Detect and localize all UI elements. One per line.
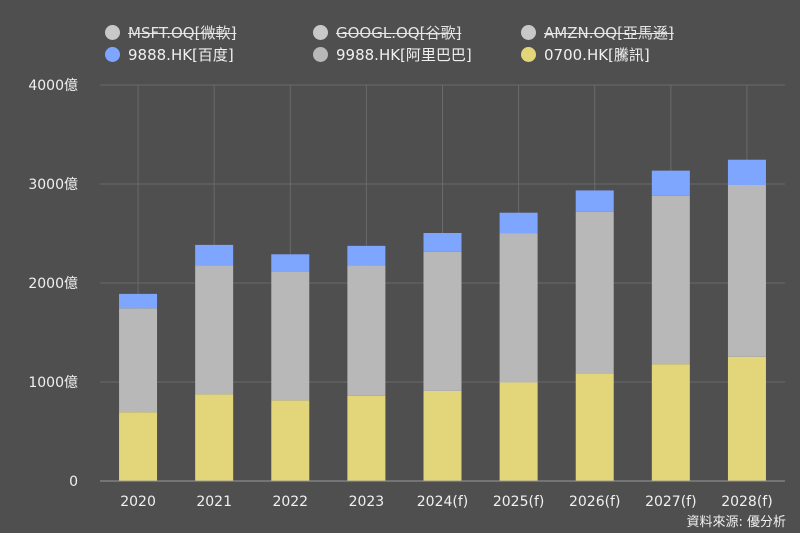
bar-segment [575,190,614,212]
x-tick-label: 2025(f) [493,494,544,510]
bar-segment [119,308,158,413]
bar-segment [423,390,462,481]
bar-segment [727,184,766,357]
legend-label: 9988.HK[阿里巴巴] [336,46,472,64]
bar-segment [423,233,462,252]
bar-segment [727,356,766,481]
bar-segment [499,212,538,234]
bar-segment [119,412,158,481]
legend-label: MSFT.OQ[微軟] [128,24,237,42]
bar-segment [271,271,310,401]
bar-segment [651,195,690,365]
bar-segment [499,382,538,481]
legend-label: 9888.HK[百度] [128,46,234,64]
bar-segment [575,373,614,481]
source-note: 資料來源: 優分析 [686,515,786,530]
bar-segment [347,395,386,481]
legend-marker [105,47,120,62]
bar-segment [651,170,690,196]
x-tick-label: 2024(f) [417,494,468,510]
legend-marker [313,25,328,40]
bar-segment [195,265,234,395]
x-tick-label: 2021 [196,494,232,510]
bar-segment [195,244,234,266]
x-tick-label: 2027(f) [645,494,696,510]
legend-label: 0700.HK[騰訊] [544,46,650,64]
y-tick-label: 0 [69,474,78,490]
legend-item[interactable]: AMZN.OQ[亞馬遜] [521,22,674,43]
bar-segment [195,394,234,481]
bar-segment [347,265,386,396]
x-tick-label: 2022 [272,494,308,510]
bar-segment [271,254,310,272]
x-tick-label: 2023 [349,494,385,510]
x-tick-label: 2020 [120,494,156,510]
bar-segment [575,211,614,374]
legend-marker [105,25,120,40]
legend-item[interactable]: 9988.HK[阿里巴巴] [313,44,472,65]
bar-segment [651,364,690,481]
x-tick-label: 2028(f) [721,494,772,510]
bar-segment [727,159,766,185]
bar-segment [423,251,462,391]
legend-marker [313,47,328,62]
legend-label: GOOGL.OQ[谷歌] [336,24,462,42]
y-tick-label: 3000億 [28,177,78,193]
x-tick-label: 2026(f) [569,494,620,510]
bar-segment [271,400,310,481]
y-tick-label: 2000億 [28,276,78,292]
legend-marker [521,47,536,62]
bar-segment [119,293,158,309]
bar-segment [347,245,386,266]
y-tick-label: 4000億 [28,78,78,94]
legend-item[interactable]: GOOGL.OQ[谷歌] [313,22,461,43]
legend-marker [521,25,536,40]
legend-label: AMZN.OQ[亞馬遜] [544,24,674,42]
legend-item[interactable]: 9888.HK[百度] [105,44,234,65]
legend-item[interactable]: 0700.HK[騰訊] [521,44,650,65]
legend-item[interactable]: MSFT.OQ[微軟] [105,22,236,43]
bar-segment [499,233,538,383]
y-tick-label: 1000億 [28,375,78,391]
